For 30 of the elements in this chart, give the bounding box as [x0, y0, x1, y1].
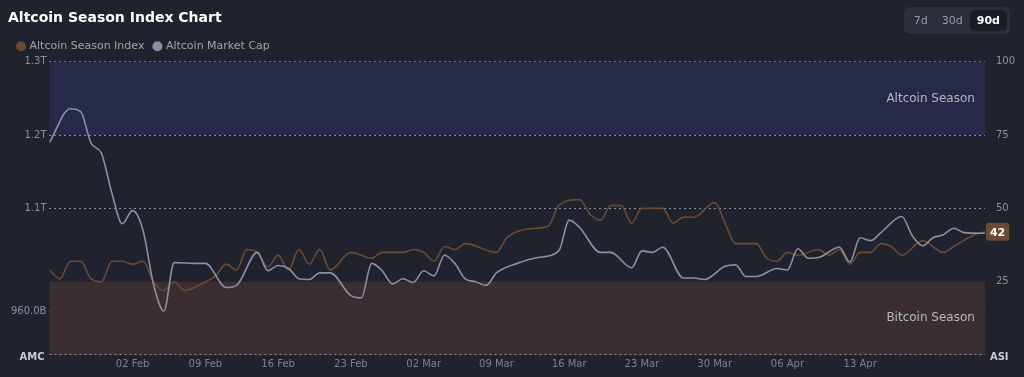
y2-tick-label: 100 — [995, 55, 1016, 67]
text: 30d — [940, 13, 964, 29]
x-tick-label: 06 Apr — [770, 357, 805, 369]
y2-tick-label: 25 — [995, 275, 1009, 287]
y2-axis-title: ASI — [989, 350, 1009, 362]
x-tick-label: 16 Feb — [261, 357, 295, 369]
y2-tick-label: 50 — [995, 201, 1009, 213]
x-tick-label: 09 Mar — [479, 357, 515, 369]
x-tick-label: 09 Feb — [188, 357, 223, 369]
x-tick-label: 23 Mar — [624, 357, 661, 369]
x-tick-label: 02 Mar — [406, 357, 442, 369]
x-tick-label: 13 Apr — [843, 357, 878, 369]
y-tick-label: 1.1T — [24, 201, 48, 213]
y-axis-title: AMC — [19, 350, 45, 362]
y2-tick-label: 75 — [995, 128, 1009, 140]
y-tick-label: 1.3T — [24, 55, 48, 67]
legend-label: Altcoin Season Index — [29, 39, 145, 53]
band-label: Bitcoin Season — [886, 310, 975, 325]
y-tick-label: 1.2T — [24, 128, 48, 140]
data-label: 42 — [989, 225, 1006, 239]
x-tick-label: 23 Feb — [334, 357, 368, 369]
x-tick-label: 30 Mar — [697, 357, 733, 369]
chart-title: Altcoin Season Index Chart — [8, 9, 222, 26]
text: 7d — [912, 13, 929, 29]
legend-label: Altcoin Market Cap — [165, 39, 270, 53]
y-tick-label: 960.0B — [10, 304, 47, 316]
text: 90d — [969, 10, 1007, 31]
x-tick-label: 02 Feb — [115, 357, 150, 369]
band-label: Altcoin Season — [886, 90, 975, 105]
x-tick-label: 16 Mar — [551, 357, 588, 369]
